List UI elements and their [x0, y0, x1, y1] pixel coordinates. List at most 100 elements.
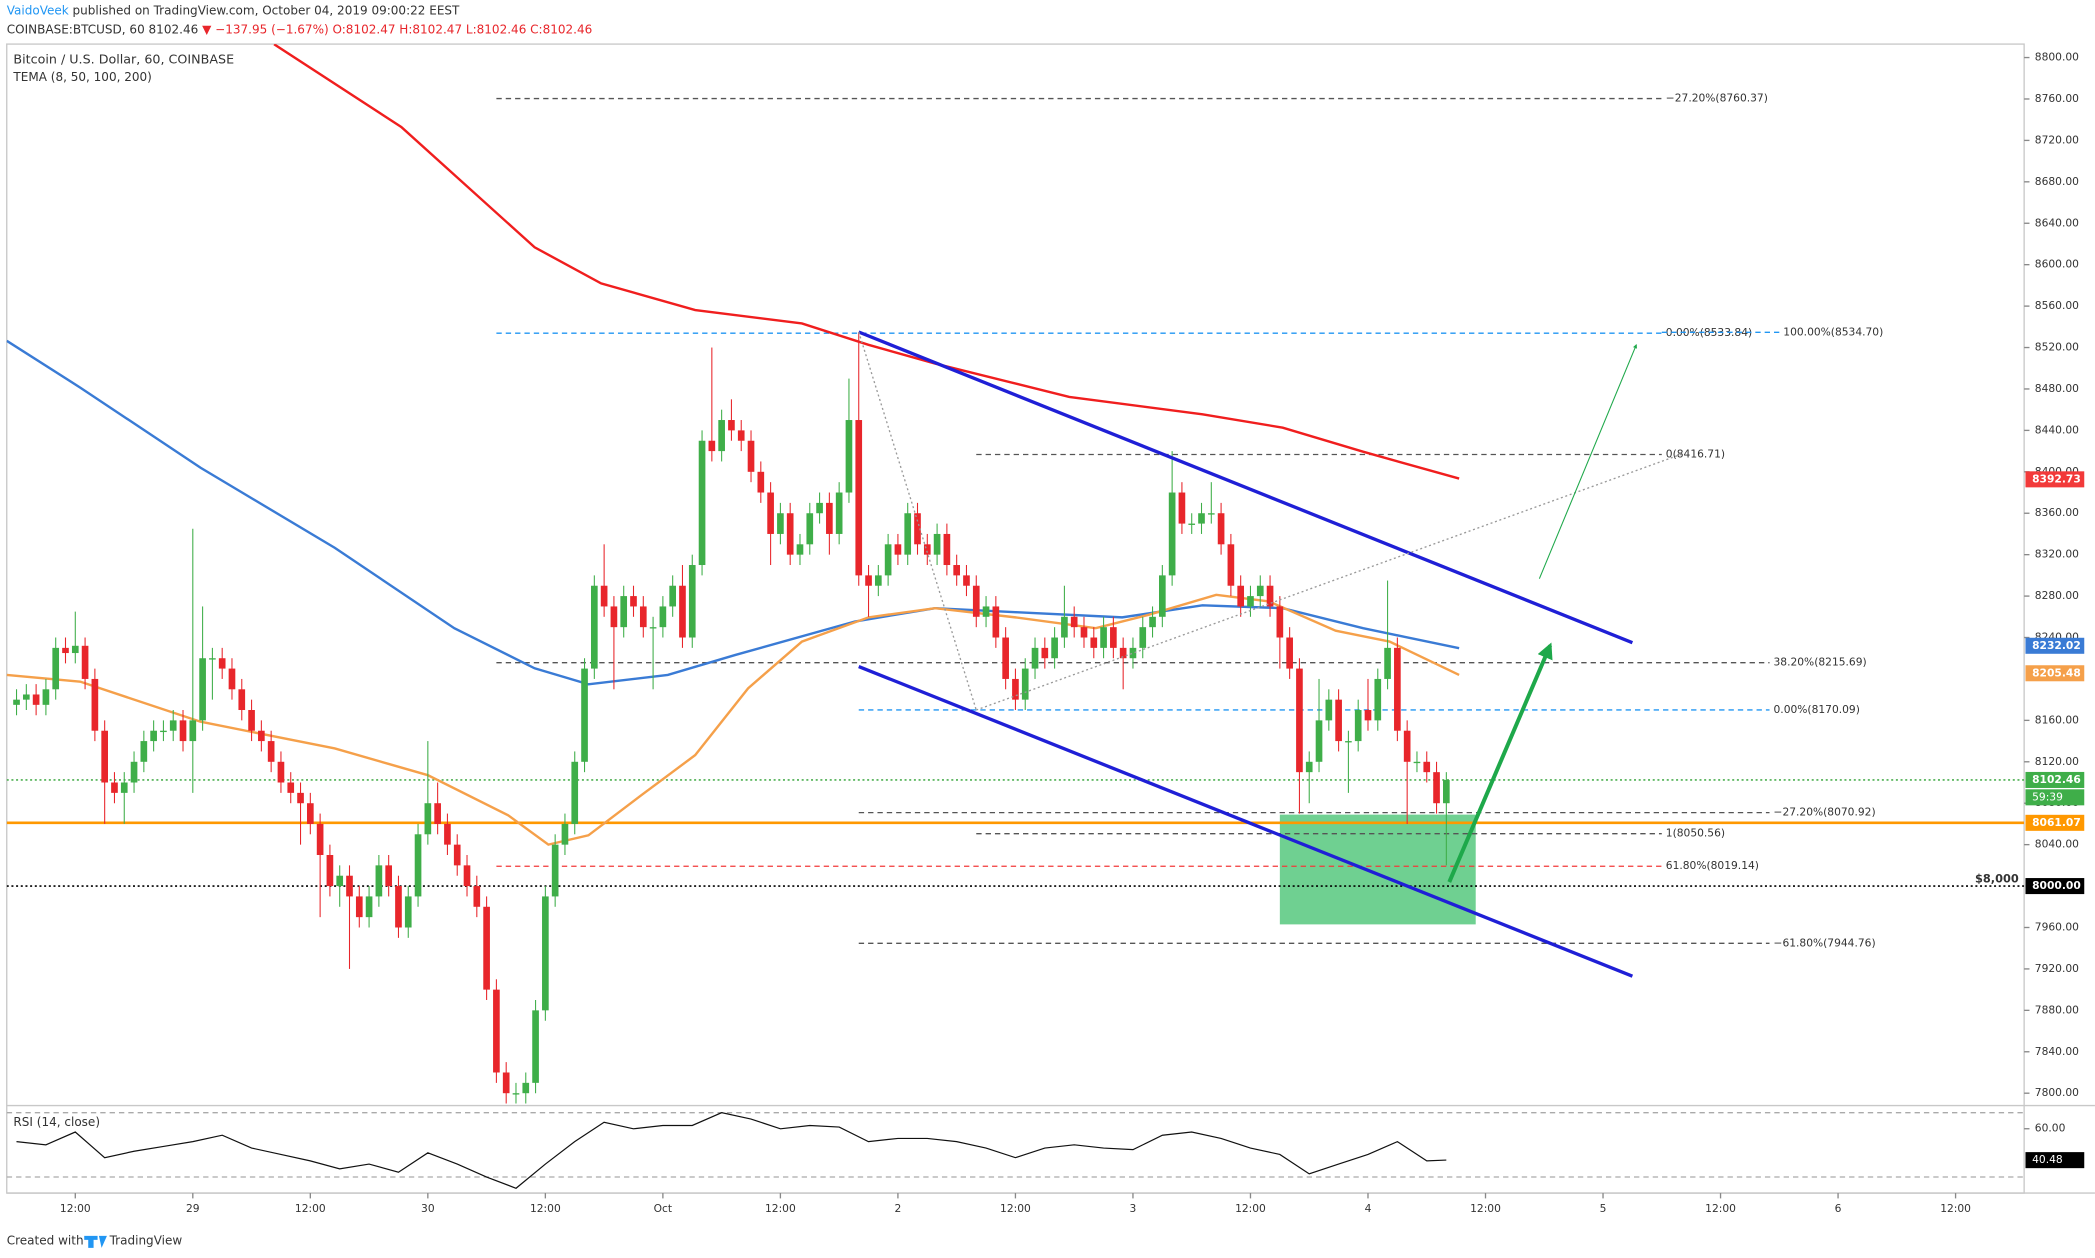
candle-body	[894, 544, 902, 555]
candle-body	[81, 645, 89, 679]
y-tick-label: 8480.00	[2035, 382, 2079, 395]
candle-body	[258, 730, 265, 742]
footer-created: Created with	[7, 1234, 84, 1248]
price-tag-label: 8061.07	[2032, 816, 2081, 829]
candle-body	[708, 440, 716, 452]
candle-body	[473, 886, 481, 907]
candle-body	[375, 865, 383, 897]
candle-body	[434, 803, 441, 824]
published: published on TradingView.com, October 04…	[73, 3, 460, 17]
candle-body	[904, 513, 912, 555]
candle-body	[1335, 699, 1342, 742]
candle-body	[590, 585, 598, 669]
candle-body	[189, 720, 197, 742]
price-tag	[2025, 771, 2085, 788]
candle-body	[600, 585, 608, 607]
price-pane: −27.20%(8760.37)0.00%(8533.84) 100.00%(85…	[6, 44, 2025, 1104]
candle-body	[1129, 647, 1137, 659]
author[interactable]: VaidoVeek	[7, 3, 69, 17]
candle-body	[1168, 492, 1176, 576]
candle-body	[444, 823, 451, 845]
tema-line	[273, 44, 1460, 480]
candle-body	[698, 440, 706, 566]
candle-body	[218, 658, 226, 669]
candle-body	[943, 533, 951, 566]
y-tick-label: 8280.00	[2035, 589, 2079, 602]
candle-body	[1159, 575, 1166, 617]
candle-body	[404, 896, 412, 928]
candle-body	[542, 896, 549, 1011]
y-tick-label: 8800.00	[2035, 51, 2079, 64]
x-tick-label: 2	[895, 1202, 902, 1215]
x-tick-label: 12:00	[530, 1202, 561, 1215]
candle-body	[953, 565, 961, 576]
trend-line	[858, 664, 1634, 978]
candle-body	[238, 689, 246, 711]
candle-body	[1012, 678, 1019, 700]
target-zone	[1279, 814, 1476, 925]
candle-body	[1178, 492, 1186, 524]
candle-body	[228, 668, 236, 690]
candle-body	[1051, 637, 1058, 659]
candle-body	[757, 471, 765, 493]
chart-title: Bitcoin / U.S. Dollar, 60, COINBASE	[13, 52, 234, 67]
last-price: 8102.46	[149, 22, 199, 36]
candle-body	[277, 761, 285, 783]
indicator-label: TEMA (8, 50, 100, 200)	[12, 70, 151, 84]
candle-body	[248, 710, 255, 731]
footer-brand[interactable]: TradingView	[109, 1234, 183, 1248]
y-tick-label: 8560.00	[2035, 299, 2079, 312]
price-tag	[2025, 878, 2085, 895]
candle-body	[160, 730, 167, 733]
candle-body	[336, 875, 344, 887]
candle-body	[728, 420, 735, 431]
rsi-tag	[2025, 1152, 2085, 1169]
candle-body	[1021, 668, 1029, 700]
candle-body	[747, 440, 755, 472]
x-tick-label: 12:00	[1470, 1202, 1501, 1215]
countdown-box	[2025, 789, 2085, 806]
change: ▼ −137.95 (−1.67%)	[202, 22, 329, 36]
candle-body	[1100, 627, 1107, 648]
price-tag-label: 8205.48	[2032, 666, 2081, 679]
x-tick-label: 29	[186, 1202, 200, 1215]
candle-body	[1119, 647, 1127, 659]
candle-body	[297, 792, 304, 804]
candle-body	[855, 420, 863, 576]
candle-body	[463, 865, 471, 887]
candle-body	[561, 823, 569, 845]
candle-body	[923, 544, 931, 555]
candle-body	[620, 596, 628, 628]
y-tick-label: 8120.00	[2035, 755, 2079, 768]
rsi-tag-label: 40.48	[2032, 1153, 2063, 1166]
candle-body	[111, 782, 118, 793]
x-tick-label: 12:00	[765, 1202, 796, 1215]
y-tick-label: 8720.00	[2035, 133, 2079, 146]
symbol: COINBASE:BTCUSD, 60	[7, 22, 145, 36]
candle-body	[355, 896, 363, 918]
candle-body	[1031, 647, 1039, 669]
candle-body	[1374, 678, 1382, 721]
candle-body	[1207, 513, 1215, 515]
candle-body	[130, 761, 138, 783]
fib-label: 1(8050.56)	[1666, 827, 1725, 840]
candle-body	[91, 678, 99, 731]
candle-body	[972, 585, 980, 617]
candle-body	[1325, 699, 1333, 721]
candle-body	[1423, 761, 1431, 773]
candle-body	[963, 575, 970, 586]
fib-label: 0.00%(8170.09)	[1774, 703, 1860, 716]
axes: 7800.00 7840.00 7880.00 7920.00 7960.00 8040.…	[60, 51, 2085, 1215]
candle-body	[179, 720, 187, 742]
candle-body	[32, 694, 40, 705]
y-tick-label: 8520.00	[2035, 341, 2079, 354]
price-tag	[2025, 665, 2085, 682]
candle-body	[1188, 523, 1196, 525]
candle-body	[835, 492, 843, 534]
candle-body	[933, 533, 941, 555]
candle-body	[493, 989, 500, 1073]
y-tick-label: 8640.00	[2035, 216, 2079, 229]
candle-body	[1070, 616, 1078, 628]
candle-body	[150, 730, 157, 742]
